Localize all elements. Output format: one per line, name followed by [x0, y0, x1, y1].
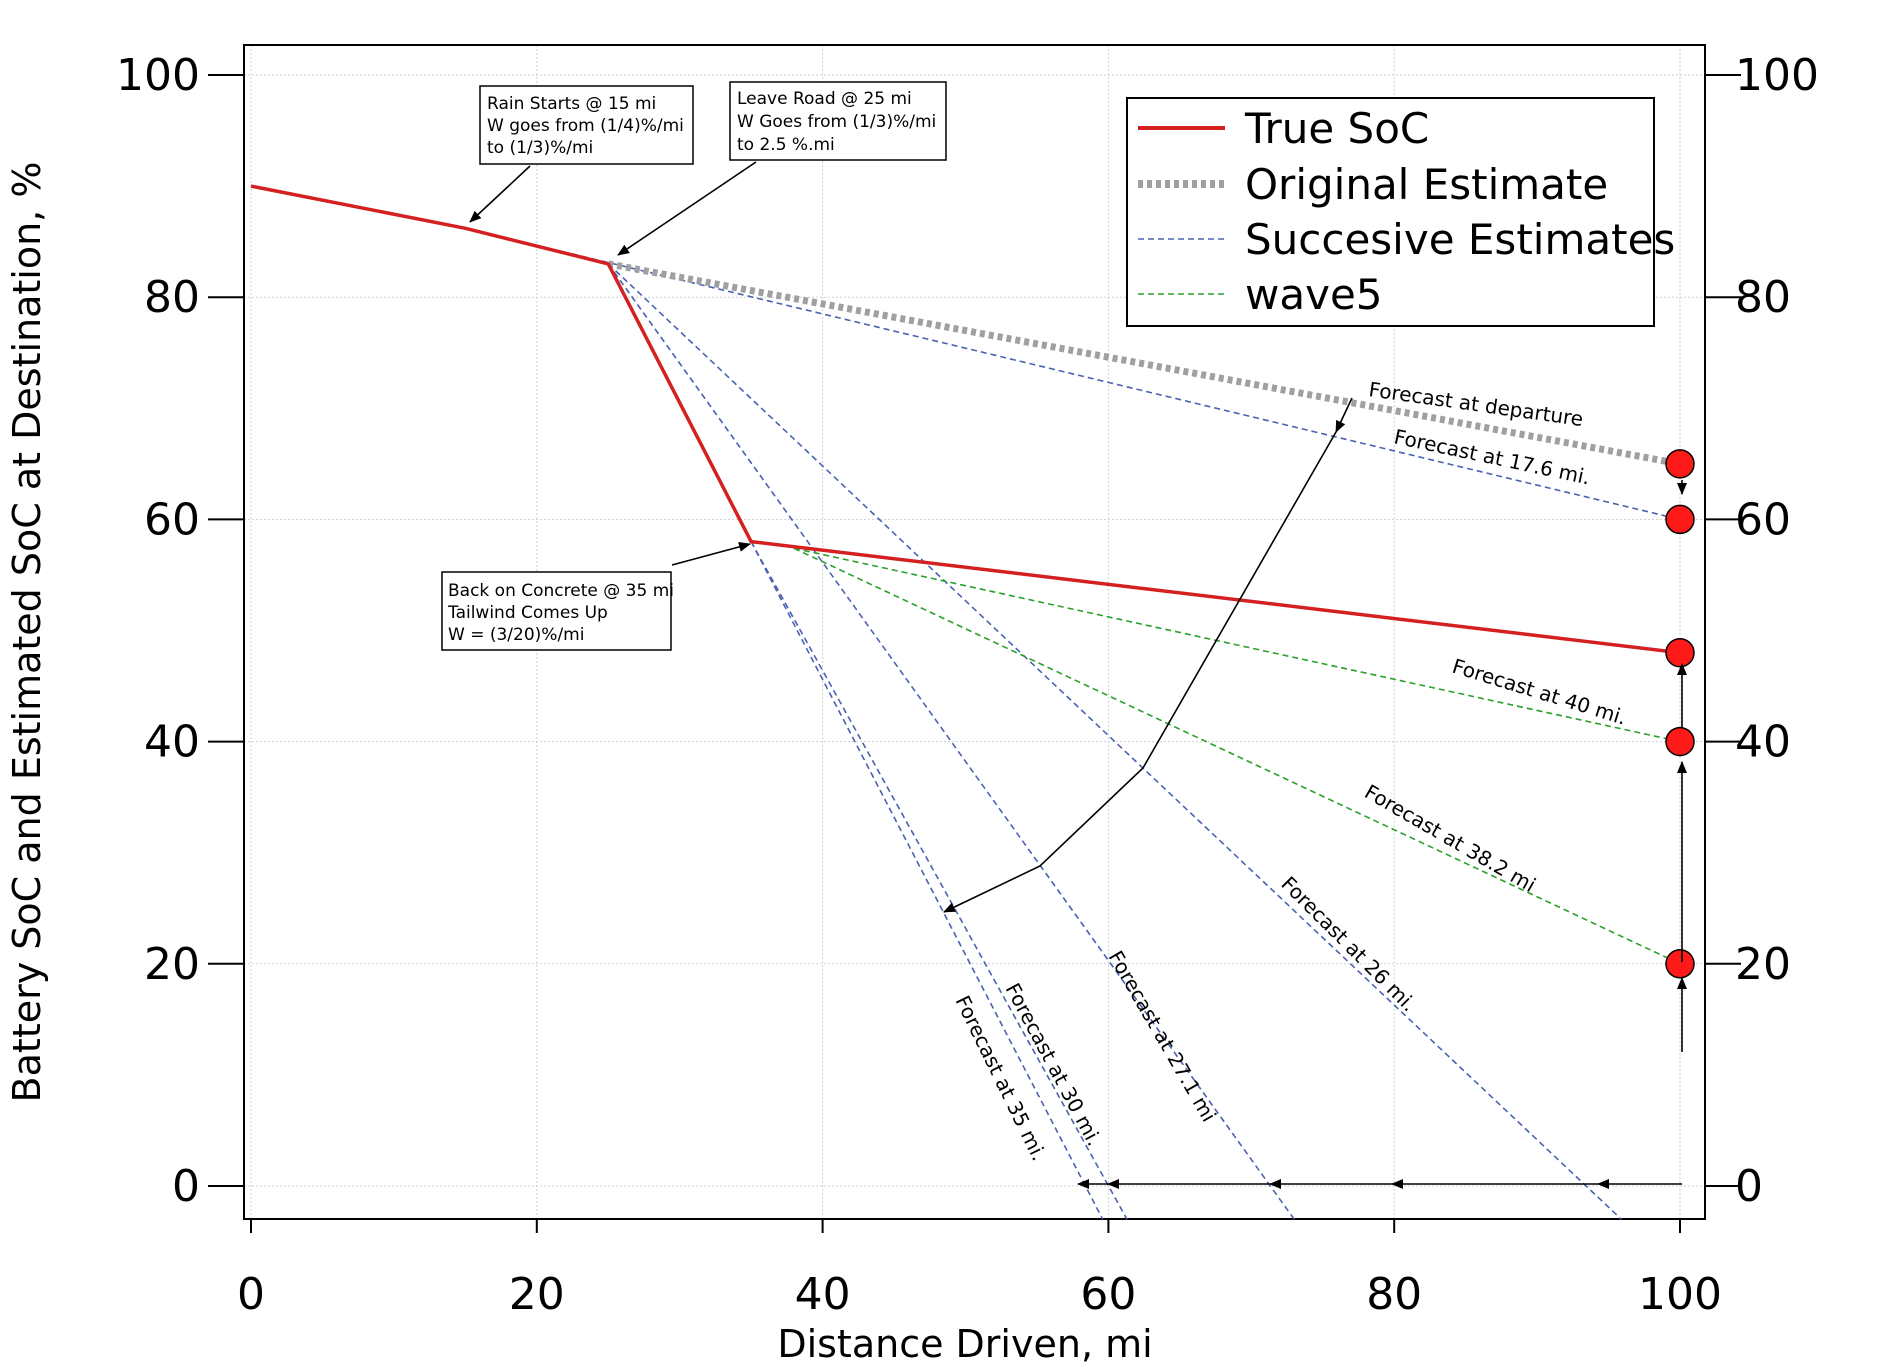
- annotation-rain-line-3: to (1/3)%/mi: [487, 138, 593, 158]
- true-soc-line: [250, 184, 1681, 655]
- series-layer: [250, 184, 1681, 1220]
- y-right-tick-label-20: 20: [1735, 939, 1791, 990]
- annotation-concrete-box: [441, 571, 672, 651]
- endpoint-marker-20: [1665, 949, 1695, 979]
- y-tick-label-40: 40: [144, 717, 200, 768]
- annotation-leave-road-box: [729, 81, 947, 161]
- y-tick-label-0: 0: [172, 1161, 200, 1212]
- legend-label-successive-estimates: Succesive Estimates: [1245, 215, 1675, 264]
- successive-estimate-line-2: [607, 263, 1295, 1220]
- axis-ticks: 0 20 40 60 80 100 0 20 40 60 80 100 0 20 40 60 80 100: [116, 50, 1819, 1320]
- wave5-line-1: [793, 547, 1681, 965]
- x-tick-label-60: 60: [1080, 1269, 1136, 1320]
- successive-estimate-line-3: [750, 541, 1128, 1220]
- forecast-label-26: Forecast at 26 mi.: [1276, 872, 1421, 1017]
- x-tick-label-40: 40: [795, 1269, 851, 1320]
- endpoint-marker-65: [1665, 449, 1695, 479]
- legend-label-true-soc: True SoC: [1244, 104, 1429, 153]
- arrow-forecast-chain-2: [943, 431, 1337, 913]
- arrow-concrete: [671, 542, 751, 566]
- endpoint-marker-48: [1665, 637, 1695, 668]
- annotation-leave-road-line-2: W Goes from (1/3)%/mi: [737, 112, 936, 132]
- successive-estimate-line-1: [607, 263, 1622, 1220]
- annotation-rain-box: [479, 85, 694, 165]
- forecast-label-40: Forecast at 40 mi.: [1450, 654, 1630, 730]
- x-axis-title: Distance Driven, mi: [777, 1322, 1152, 1366]
- plot-frame: [243, 44, 1706, 1220]
- arrow-forecast-chain-1: [1335, 397, 1353, 433]
- x-tick-label-80: 80: [1366, 1269, 1422, 1320]
- annotation-concrete-line-3: W = (3/20)%/mi: [448, 625, 584, 645]
- endpoint-markers: [1665, 449, 1695, 979]
- x-tick-label-0: 0: [237, 1269, 265, 1320]
- wave5-line-0: [793, 547, 1681, 743]
- annotation-arrows: [469, 161, 1687, 1189]
- annotation-rain-line-2: W goes from (1/4)%/mi: [487, 116, 684, 136]
- legend-label-wave5: wave5: [1245, 270, 1383, 319]
- forecast-labels: Forecast at departure Forecast at 17.6 m…: [951, 377, 1630, 1164]
- arrow-rain: [469, 165, 531, 223]
- y-tick-label-60: 60: [144, 494, 200, 545]
- successive-estimate-line-0: [465, 227, 1681, 521]
- original-estimate-line: [607, 260, 1681, 468]
- forecast-label-27-1: Forecast at 27.1 mi: [1104, 947, 1221, 1126]
- y-tick-label-80: 80: [144, 272, 200, 323]
- annotation-concrete: Back on Concrete @ 35 mi Tailwind Comes …: [441, 571, 674, 651]
- x-tick-label-100: 100: [1638, 1269, 1722, 1320]
- annotation-concrete-line-2: Tailwind Comes Up: [447, 603, 608, 623]
- annotation-rain-line-1: Rain Starts @ 15 mi: [487, 94, 656, 114]
- annotation-concrete-line-1: Back on Concrete @ 35 mi: [448, 581, 674, 601]
- y-tick-label-100: 100: [116, 50, 200, 101]
- annotation-leave-road-line-3: to 2.5 %.mi: [737, 135, 835, 155]
- arrow-leave-road: [617, 161, 757, 256]
- y-right-tick-label-40: 40: [1735, 717, 1791, 768]
- legend: True SoC Original Estimate Succesive Est…: [1126, 97, 1675, 327]
- forecast-label-38-2: Forecast at 38.2 mi: [1361, 780, 1540, 897]
- annotation-rain: Rain Starts @ 15 mi W goes from (1/4)%/m…: [479, 85, 694, 165]
- y-right-tick-label-60: 60: [1735, 494, 1791, 545]
- legend-box: [1126, 97, 1655, 327]
- annotation-leave-road: Leave Road @ 25 mi W Goes from (1/3)%/mi…: [729, 81, 947, 161]
- endpoint-marker-60: [1665, 504, 1695, 535]
- y-right-tick-label-80: 80: [1735, 272, 1791, 323]
- legend-label-original-estimate: Original Estimate: [1245, 160, 1608, 209]
- endpoint-marker-40: [1665, 726, 1695, 757]
- y-right-tick-label-100: 100: [1735, 50, 1819, 101]
- y-axis-title: Battery SoC and Estimated SoC at Destina…: [5, 162, 49, 1103]
- y-right-tick-label-0: 0: [1735, 1161, 1763, 1212]
- x-tick-label-20: 20: [509, 1269, 565, 1320]
- annotation-leave-road-line-1: Leave Road @ 25 mi: [737, 89, 912, 109]
- y-tick-label-20: 20: [144, 939, 200, 990]
- successive-estimate-line-4: [750, 541, 1104, 1220]
